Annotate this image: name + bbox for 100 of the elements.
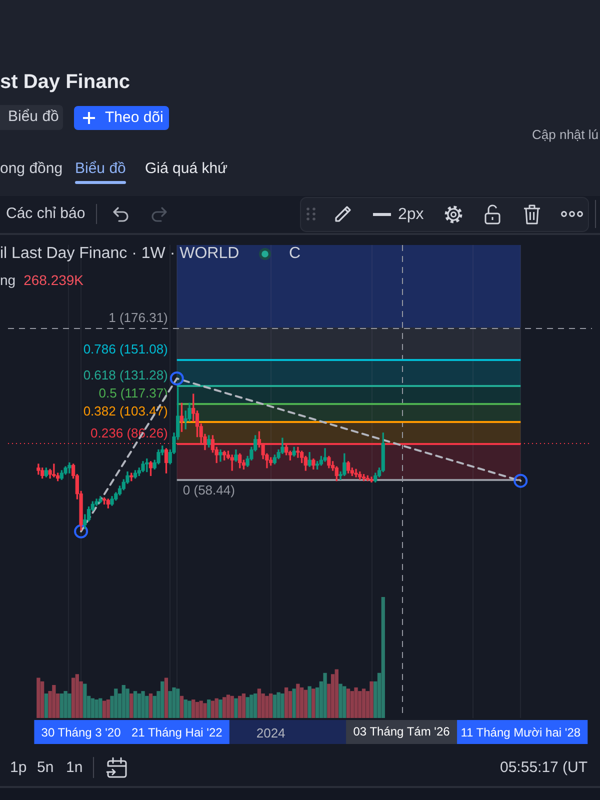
candlestick [354,468,358,478]
button: Biểu đồ [0,105,63,130]
bar [160,681,164,718]
bar [346,688,350,718]
text: 2px [398,205,424,224]
annotation: ng [0,272,16,288]
bar [168,691,172,718]
bar [40,681,44,718]
text: Các chỉ báo [6,205,86,223]
ref-line-label: 1 (176.31) [108,310,168,326]
bar [268,693,273,718]
bar [148,693,153,718]
ref-line-label: 0.382 (103.47) [83,404,168,419]
text: 1n [66,759,83,777]
bar [44,693,48,718]
bar [288,691,292,718]
bar [71,678,76,718]
bar [60,693,64,718]
bar [222,697,226,718]
bar [83,684,87,718]
x-tick-label: 2024 [256,725,286,740]
ref-line-label: 0.618 (131.28) [83,368,168,383]
bar [192,700,196,718]
x-tick-label: 21 Tháng Hai '22 [131,726,223,740]
bar [381,597,385,718]
bar [172,687,176,718]
bar [253,693,258,718]
bar [296,684,300,718]
bar [210,700,215,718]
bar [362,688,366,718]
bar [122,685,126,718]
annotation: il Last Day Financ · 1W · WORLD [0,244,240,264]
ref-line-label: 0.786 (151.08) [83,342,168,357]
bar [141,691,145,718]
bar [176,688,180,718]
bar [272,694,277,718]
bar [188,700,192,718]
bar [242,693,246,718]
annotation: C [289,244,301,264]
button: Theo dõi [74,106,169,130]
bar [98,698,102,718]
bar [218,700,222,718]
bar [246,697,250,718]
text: 1p [10,759,27,777]
bar [52,685,56,718]
text: 05:55:17 (UT [500,759,588,777]
bar [238,696,242,718]
bar [195,702,200,718]
bar [68,693,72,718]
bar [334,669,338,718]
bar [75,674,79,718]
bar [292,688,296,718]
bar [203,703,207,718]
bar [106,700,110,718]
bar [230,696,234,718]
ref-line-label: 0.5 (117.37) [98,386,168,401]
bar [280,693,284,718]
candlestick [52,464,56,478]
bar [184,700,188,718]
bar [36,678,40,718]
bar [180,696,184,718]
ref-line-label: 0 (58.44) [182,482,235,498]
bar [276,692,280,718]
text: Biểu đồ [75,160,126,178]
bar [304,690,308,718]
bar [102,700,106,718]
text: Cập nhật lú [532,127,598,143]
bar [133,691,138,718]
bar [354,687,358,718]
bar [130,693,134,718]
bar [137,693,141,718]
ref-line-label: 0.236 (86.26) [90,426,168,441]
text: ong đồng [0,160,63,178]
bar [64,691,68,718]
bar [312,688,316,718]
bar [342,686,346,718]
text: 5n [37,759,54,777]
chart-title: st Day Financ [0,70,130,94]
bar [226,694,230,718]
bar [126,688,130,718]
bar [338,684,342,718]
ref-line-label: 03 Tháng Tám '26 [353,724,450,738]
bar [199,700,203,718]
x-tick-label: 30 Tháng 3 '20 [41,726,122,740]
bar [284,687,288,718]
bar [207,700,211,718]
bar [370,681,374,718]
bar [214,698,218,718]
bar [265,696,269,718]
bar [94,700,98,718]
bar [90,698,94,718]
bar [234,698,238,718]
bar [250,694,254,718]
text: Giá quá khứ [145,160,228,178]
bar [323,672,327,718]
annotation: 268.239K [24,272,84,288]
bar [300,687,304,718]
bar [358,691,362,718]
bar [257,688,262,718]
bar [114,688,118,718]
